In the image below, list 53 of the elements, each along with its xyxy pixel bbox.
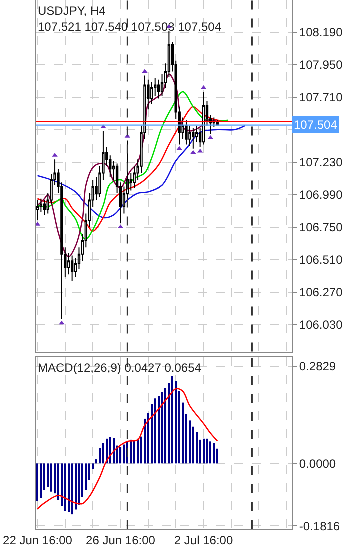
- y-tick-label: -0.1816: [299, 519, 340, 534]
- y-tick-label: 106.270: [299, 285, 344, 300]
- y-tick-label: 0.0000: [299, 456, 336, 471]
- bar: [75, 464, 77, 510]
- y-tick-label: 0.2829: [299, 360, 336, 374]
- y-tick-label: 106.750: [299, 220, 344, 235]
- line-series: [37, 388, 218, 510]
- text: 107.521 107.540 107.503 107.504: [38, 20, 222, 34]
- bar: [123, 444, 125, 464]
- bar: [209, 442, 212, 464]
- point: [176, 146, 182, 150]
- x-tick-label: 22 Jun 16:00: [3, 533, 73, 548]
- bar: [113, 438, 115, 464]
- y-tick-label: 107.950: [299, 58, 344, 72]
- point: [59, 320, 65, 325]
- chart-title: MACD(12,26,9) 0.0427 0.0654: [38, 361, 202, 375]
- x-tick-label: 2 Jul 16:00: [174, 533, 234, 548]
- candlestick: [185, 120, 188, 146]
- line-series: [37, 74, 218, 258]
- bar: [213, 443, 215, 464]
- bar: [203, 438, 205, 464]
- point: [36, 222, 41, 226]
- bar: [50, 464, 52, 492]
- y-tick-label: 106.510: [299, 252, 344, 267]
- bar: [68, 464, 70, 512]
- candlestick: [202, 92, 206, 146]
- y-tick-label: 106.990: [299, 188, 344, 202]
- bar: [154, 398, 156, 464]
- x-tick-label: 26 Jun 16:00: [86, 533, 156, 548]
- candlestick: [36, 200, 40, 222]
- y-tick-label: 108.190: [299, 26, 344, 40]
- y-tick-label: 107.230: [299, 156, 344, 170]
- line-series: [37, 125, 246, 219]
- bar: [206, 438, 208, 464]
- chart-title: USDJPY, H4: [38, 4, 106, 18]
- point: [190, 150, 196, 154]
- bar: [36, 464, 39, 502]
- candlestick: [192, 128, 195, 150]
- bar: [158, 396, 160, 464]
- candlestick: [70, 255, 74, 282]
- y-tick-label: 106.030: [299, 318, 344, 332]
- bar: [137, 438, 139, 464]
- line-series: [37, 91, 229, 240]
- bar: [130, 440, 132, 464]
- ref-line-label: 107.504: [294, 118, 338, 132]
- bar: [171, 376, 174, 464]
- y-tick-label: 107.710: [299, 90, 344, 105]
- bar: [161, 392, 164, 464]
- bar: [133, 440, 136, 464]
- bar: [196, 432, 198, 464]
- bar: [71, 464, 74, 515]
- bar: [40, 464, 42, 498]
- bar: [119, 447, 122, 464]
